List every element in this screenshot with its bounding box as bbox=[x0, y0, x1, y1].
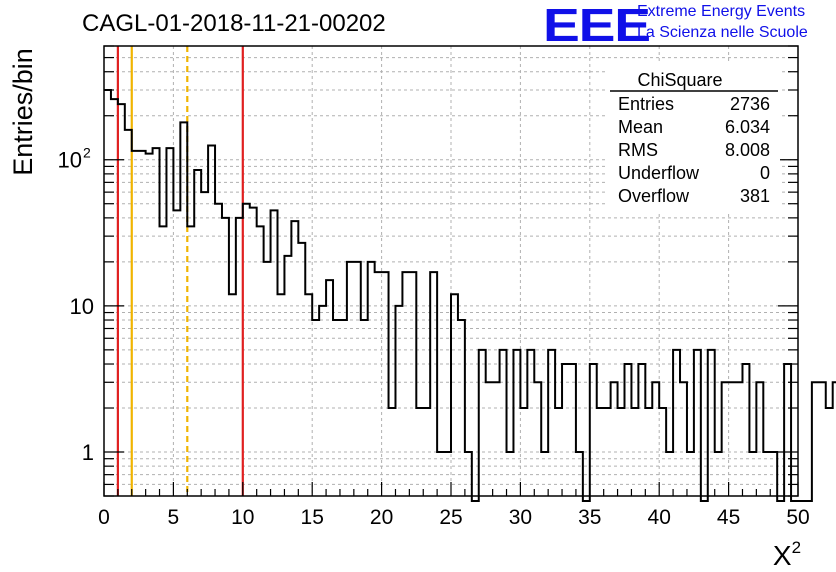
y-tick-label: 1 bbox=[82, 440, 94, 465]
eee-logo: EEE bbox=[543, 0, 651, 51]
x-tick-labels: 0 5 10 15 20 25 30 35 40 45 50 bbox=[98, 506, 810, 529]
x-tick-label: 5 bbox=[168, 506, 180, 529]
x-tick-label: 35 bbox=[578, 506, 601, 529]
x-axis-label: X2 bbox=[773, 538, 801, 571]
stats-label: Mean bbox=[618, 117, 663, 137]
y-axis-label: Entries/bin bbox=[8, 48, 38, 176]
logo-tagline-2: La Scienza nelle Scuole bbox=[637, 24, 808, 41]
stats-value: 6.034 bbox=[725, 117, 770, 137]
x-tick-label: 50 bbox=[786, 506, 809, 529]
x-tick-label: 15 bbox=[301, 506, 324, 529]
stats-label: Underflow bbox=[618, 163, 700, 183]
stats-label: Entries bbox=[618, 94, 674, 114]
reference-lines bbox=[116, 46, 244, 496]
x-tick-label: 45 bbox=[717, 506, 740, 529]
x-tick-label: 0 bbox=[98, 506, 110, 529]
stats-label: RMS bbox=[618, 140, 658, 160]
stats-value: 0 bbox=[760, 163, 770, 183]
x-tick-label: 10 bbox=[231, 506, 254, 529]
x-tick-label: 40 bbox=[648, 506, 671, 529]
stats-box: ChiSquare Entries 2736 Mean 6.034 RMS 8.008 Un… bbox=[608, 62, 780, 212]
x-tick-label: 25 bbox=[439, 506, 462, 529]
axis-ticks bbox=[103, 45, 799, 497]
y-tick-label: 10 bbox=[70, 294, 94, 319]
x-tick-label: 20 bbox=[370, 506, 393, 529]
stats-value: 381 bbox=[740, 186, 770, 206]
stats-value: 8.008 bbox=[725, 140, 770, 160]
x-tick-label: 30 bbox=[509, 506, 532, 529]
y-tick-label: 10 bbox=[58, 148, 82, 173]
stats-title: ChiSquare bbox=[637, 70, 722, 90]
stats-label: Overflow bbox=[618, 186, 690, 206]
y-tick-label-exponent: 2 bbox=[83, 145, 91, 161]
stats-value: 2736 bbox=[730, 94, 770, 114]
page-title: CAGL-01-2018-11-21-00202 bbox=[82, 10, 386, 37]
logo-tagline-1: Extreme Energy Events bbox=[637, 3, 806, 20]
histogram-series bbox=[104, 88, 836, 502]
